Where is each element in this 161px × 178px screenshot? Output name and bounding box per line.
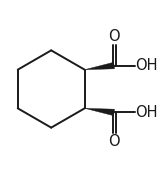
Text: O: O <box>108 29 120 44</box>
Polygon shape <box>85 62 114 70</box>
Text: OH: OH <box>136 58 158 73</box>
Text: O: O <box>108 134 120 149</box>
Text: OH: OH <box>136 105 158 120</box>
Polygon shape <box>85 108 114 116</box>
